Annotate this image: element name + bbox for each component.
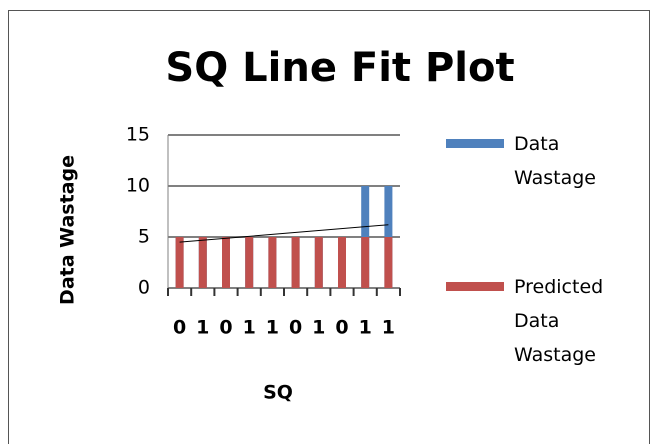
chart-border	[8, 10, 650, 444]
x-tick-label: 1	[196, 317, 209, 339]
bar	[361, 237, 370, 288]
x-tick-label: 1	[266, 317, 279, 339]
chart-title: SQ Line Fit Plot	[165, 45, 514, 91]
x-tick-label: 0	[219, 317, 232, 339]
bar	[384, 237, 393, 288]
legend-swatch	[446, 282, 504, 291]
bar	[175, 237, 184, 288]
x-tick-label: 1	[243, 317, 256, 339]
y-tick-label: 0	[138, 277, 150, 299]
bar	[314, 237, 323, 288]
x-axis-title: SQ	[263, 382, 293, 404]
x-tick-label: 1	[359, 317, 372, 339]
y-tick-label: 10	[126, 175, 150, 197]
y-tick-label: 15	[126, 124, 150, 146]
x-tick-label: 0	[289, 317, 302, 339]
legend-swatch	[446, 139, 504, 148]
bar	[222, 237, 230, 288]
x-tick-label: 0	[335, 317, 348, 339]
x-tick-label: 1	[382, 317, 395, 339]
bar	[291, 237, 300, 288]
trendline	[179, 224, 389, 243]
bar	[338, 237, 346, 288]
legend-label: Data Wastage	[514, 133, 596, 189]
bar	[198, 237, 207, 288]
bar	[245, 237, 254, 288]
y-tick-label: 5	[138, 226, 150, 248]
x-tick-label: 1	[312, 317, 325, 339]
x-tick-label: 0	[173, 317, 186, 339]
y-axis-title: Data Wastage	[57, 155, 79, 305]
bar	[268, 237, 277, 288]
legend-label: Predicted Data Wastage	[514, 276, 604, 366]
